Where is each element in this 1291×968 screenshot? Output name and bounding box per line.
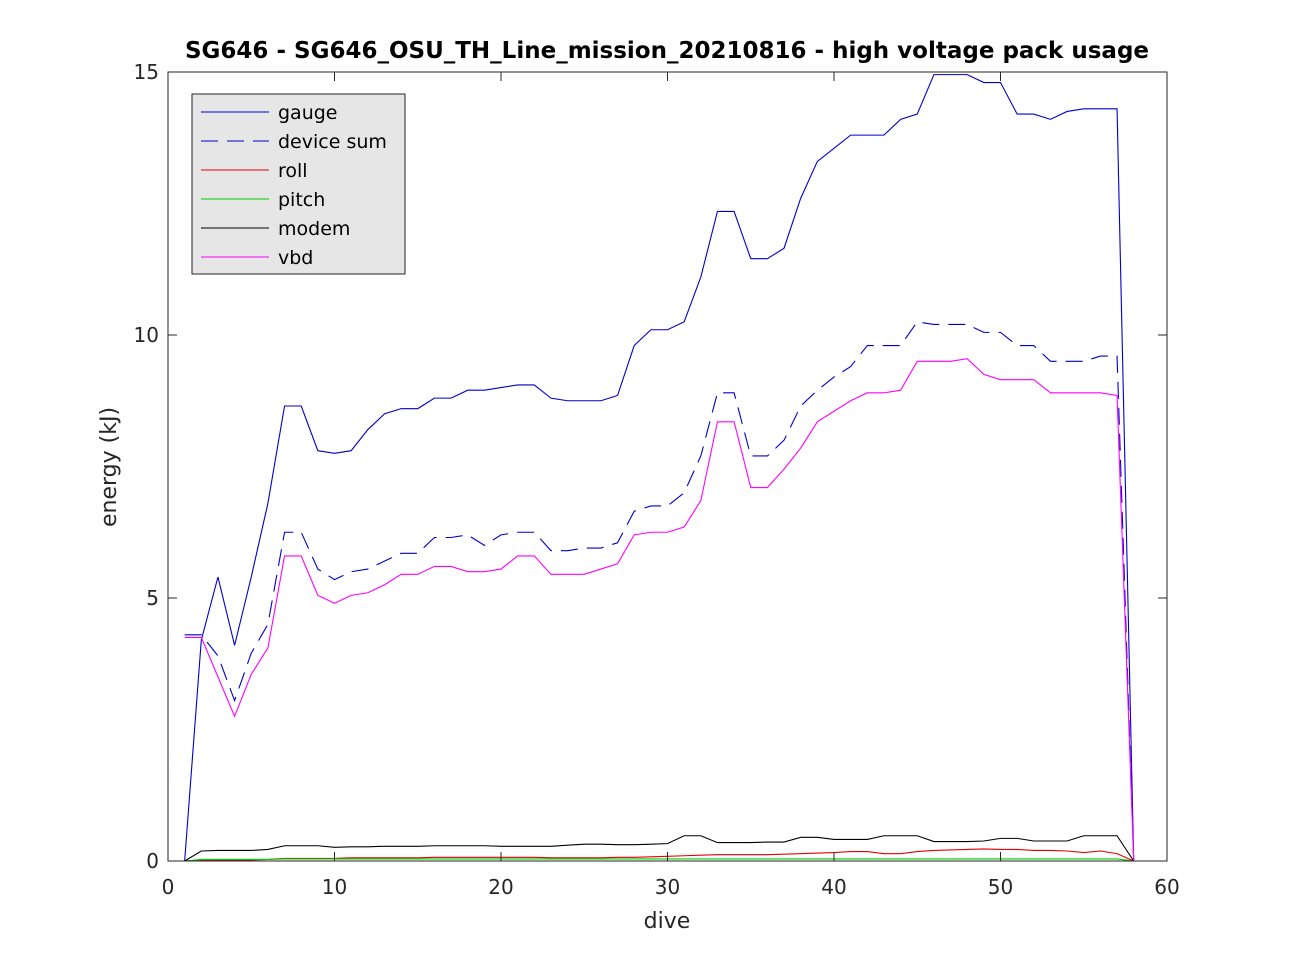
y-tick-label: 5 bbox=[146, 586, 159, 610]
series-line-roll bbox=[184, 848, 1134, 862]
series-layer bbox=[184, 74, 1135, 862]
series-line-device-sum bbox=[184, 321, 1135, 862]
series-line-pitch bbox=[184, 858, 1134, 862]
legend-box bbox=[191, 93, 406, 275]
x-tick-label: 30 bbox=[655, 875, 680, 899]
y-tick-label: 0 bbox=[146, 849, 159, 873]
x-tick-label: 50 bbox=[988, 875, 1013, 899]
legend-label-device-sum: device sum bbox=[278, 131, 387, 153]
y-tick-label: 10 bbox=[134, 323, 159, 347]
series-line-modem bbox=[184, 835, 1135, 862]
legend-label-modem: modem bbox=[278, 218, 350, 240]
legend-label-gauge: gauge bbox=[278, 102, 338, 124]
legend-label-roll: roll bbox=[278, 160, 308, 182]
ticks-layer: 0 10 20 30 40 50 60 0 5 10 15 bbox=[134, 60, 1180, 899]
x-tick-label: 60 bbox=[1154, 875, 1179, 899]
series-line-gauge bbox=[184, 74, 1135, 862]
series-line-vbd bbox=[184, 358, 1135, 862]
legend-label-pitch: pitch bbox=[278, 189, 325, 211]
x-tick-label: 10 bbox=[322, 875, 347, 899]
x-tick-label: 0 bbox=[162, 875, 175, 899]
legend-label-vbd: vbd bbox=[278, 247, 313, 269]
y-axis-label: energy (kJ) bbox=[97, 407, 122, 527]
y-tick-label: 15 bbox=[134, 60, 159, 84]
x-tick-label: 20 bbox=[488, 875, 513, 899]
legend: gauge device sum roll pitch modem vbd bbox=[191, 93, 406, 275]
chart-title: SG646 - SG646_OSU_TH_Line_mission_202108… bbox=[185, 38, 1149, 64]
x-axis-label: dive bbox=[644, 909, 691, 934]
x-tick-label: 40 bbox=[821, 875, 846, 899]
